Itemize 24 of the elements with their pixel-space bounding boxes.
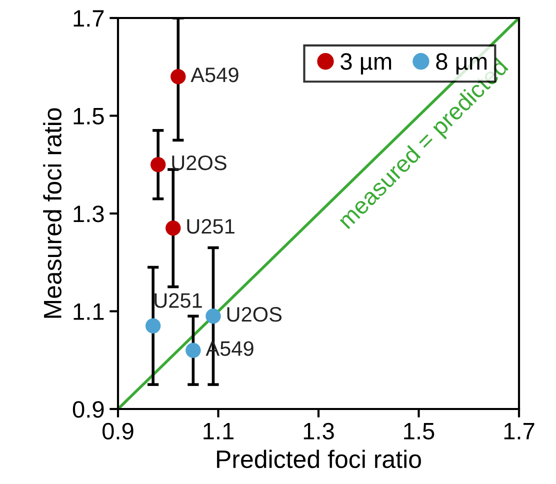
x-tick-label: 1.3 (304, 422, 334, 440)
y-tick-label: 1.5 (74, 108, 104, 125)
annotation: U251 (187, 219, 234, 234)
x-tick-label: 1.1 (204, 423, 234, 440)
annotation: U2OS (172, 155, 226, 170)
x-axis-title: Predicted foci ratio (217, 450, 421, 468)
legend-label: 3 µm (340, 53, 392, 75)
x-tick-label: 0.9 (102, 422, 134, 440)
y-tick-label: 1.3 (74, 206, 104, 222)
y-axis-title: Measured foci ratio (43, 108, 62, 318)
point (206, 308, 221, 324)
point (166, 220, 181, 236)
x-tick-label: 1.7 (504, 423, 534, 440)
annotation: U2OS (227, 306, 282, 322)
y-tick-label: 0.9 (72, 401, 104, 418)
annotation: U251 (154, 293, 202, 308)
point (150, 157, 166, 172)
point (145, 318, 161, 334)
annotation: A549 (190, 67, 238, 82)
point (170, 69, 186, 84)
point (186, 342, 201, 358)
x-tick-label: 1.5 (404, 423, 434, 440)
y-tick-label: 1.7 (74, 10, 104, 27)
y-tick-label: 1.1 (74, 304, 104, 320)
